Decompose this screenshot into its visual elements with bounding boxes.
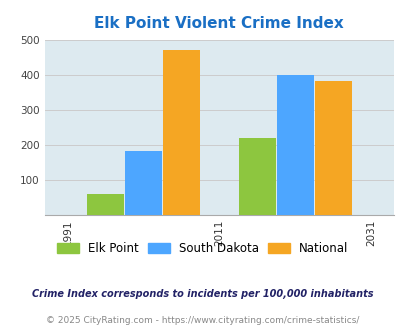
Text: Crime Index corresponds to incidents per 100,000 inhabitants: Crime Index corresponds to incidents per… (32, 289, 373, 299)
Bar (314, 81, 351, 214)
Bar (238, 138, 275, 214)
Title: Elk Point Violent Crime Index: Elk Point Violent Crime Index (94, 16, 343, 31)
Bar (125, 151, 161, 214)
Bar (276, 75, 313, 214)
Legend: Elk Point, South Dakota, National: Elk Point, South Dakota, National (53, 237, 352, 260)
Bar (87, 193, 124, 214)
Bar (162, 50, 199, 214)
Text: © 2025 CityRating.com - https://www.cityrating.com/crime-statistics/: © 2025 CityRating.com - https://www.city… (46, 315, 359, 325)
